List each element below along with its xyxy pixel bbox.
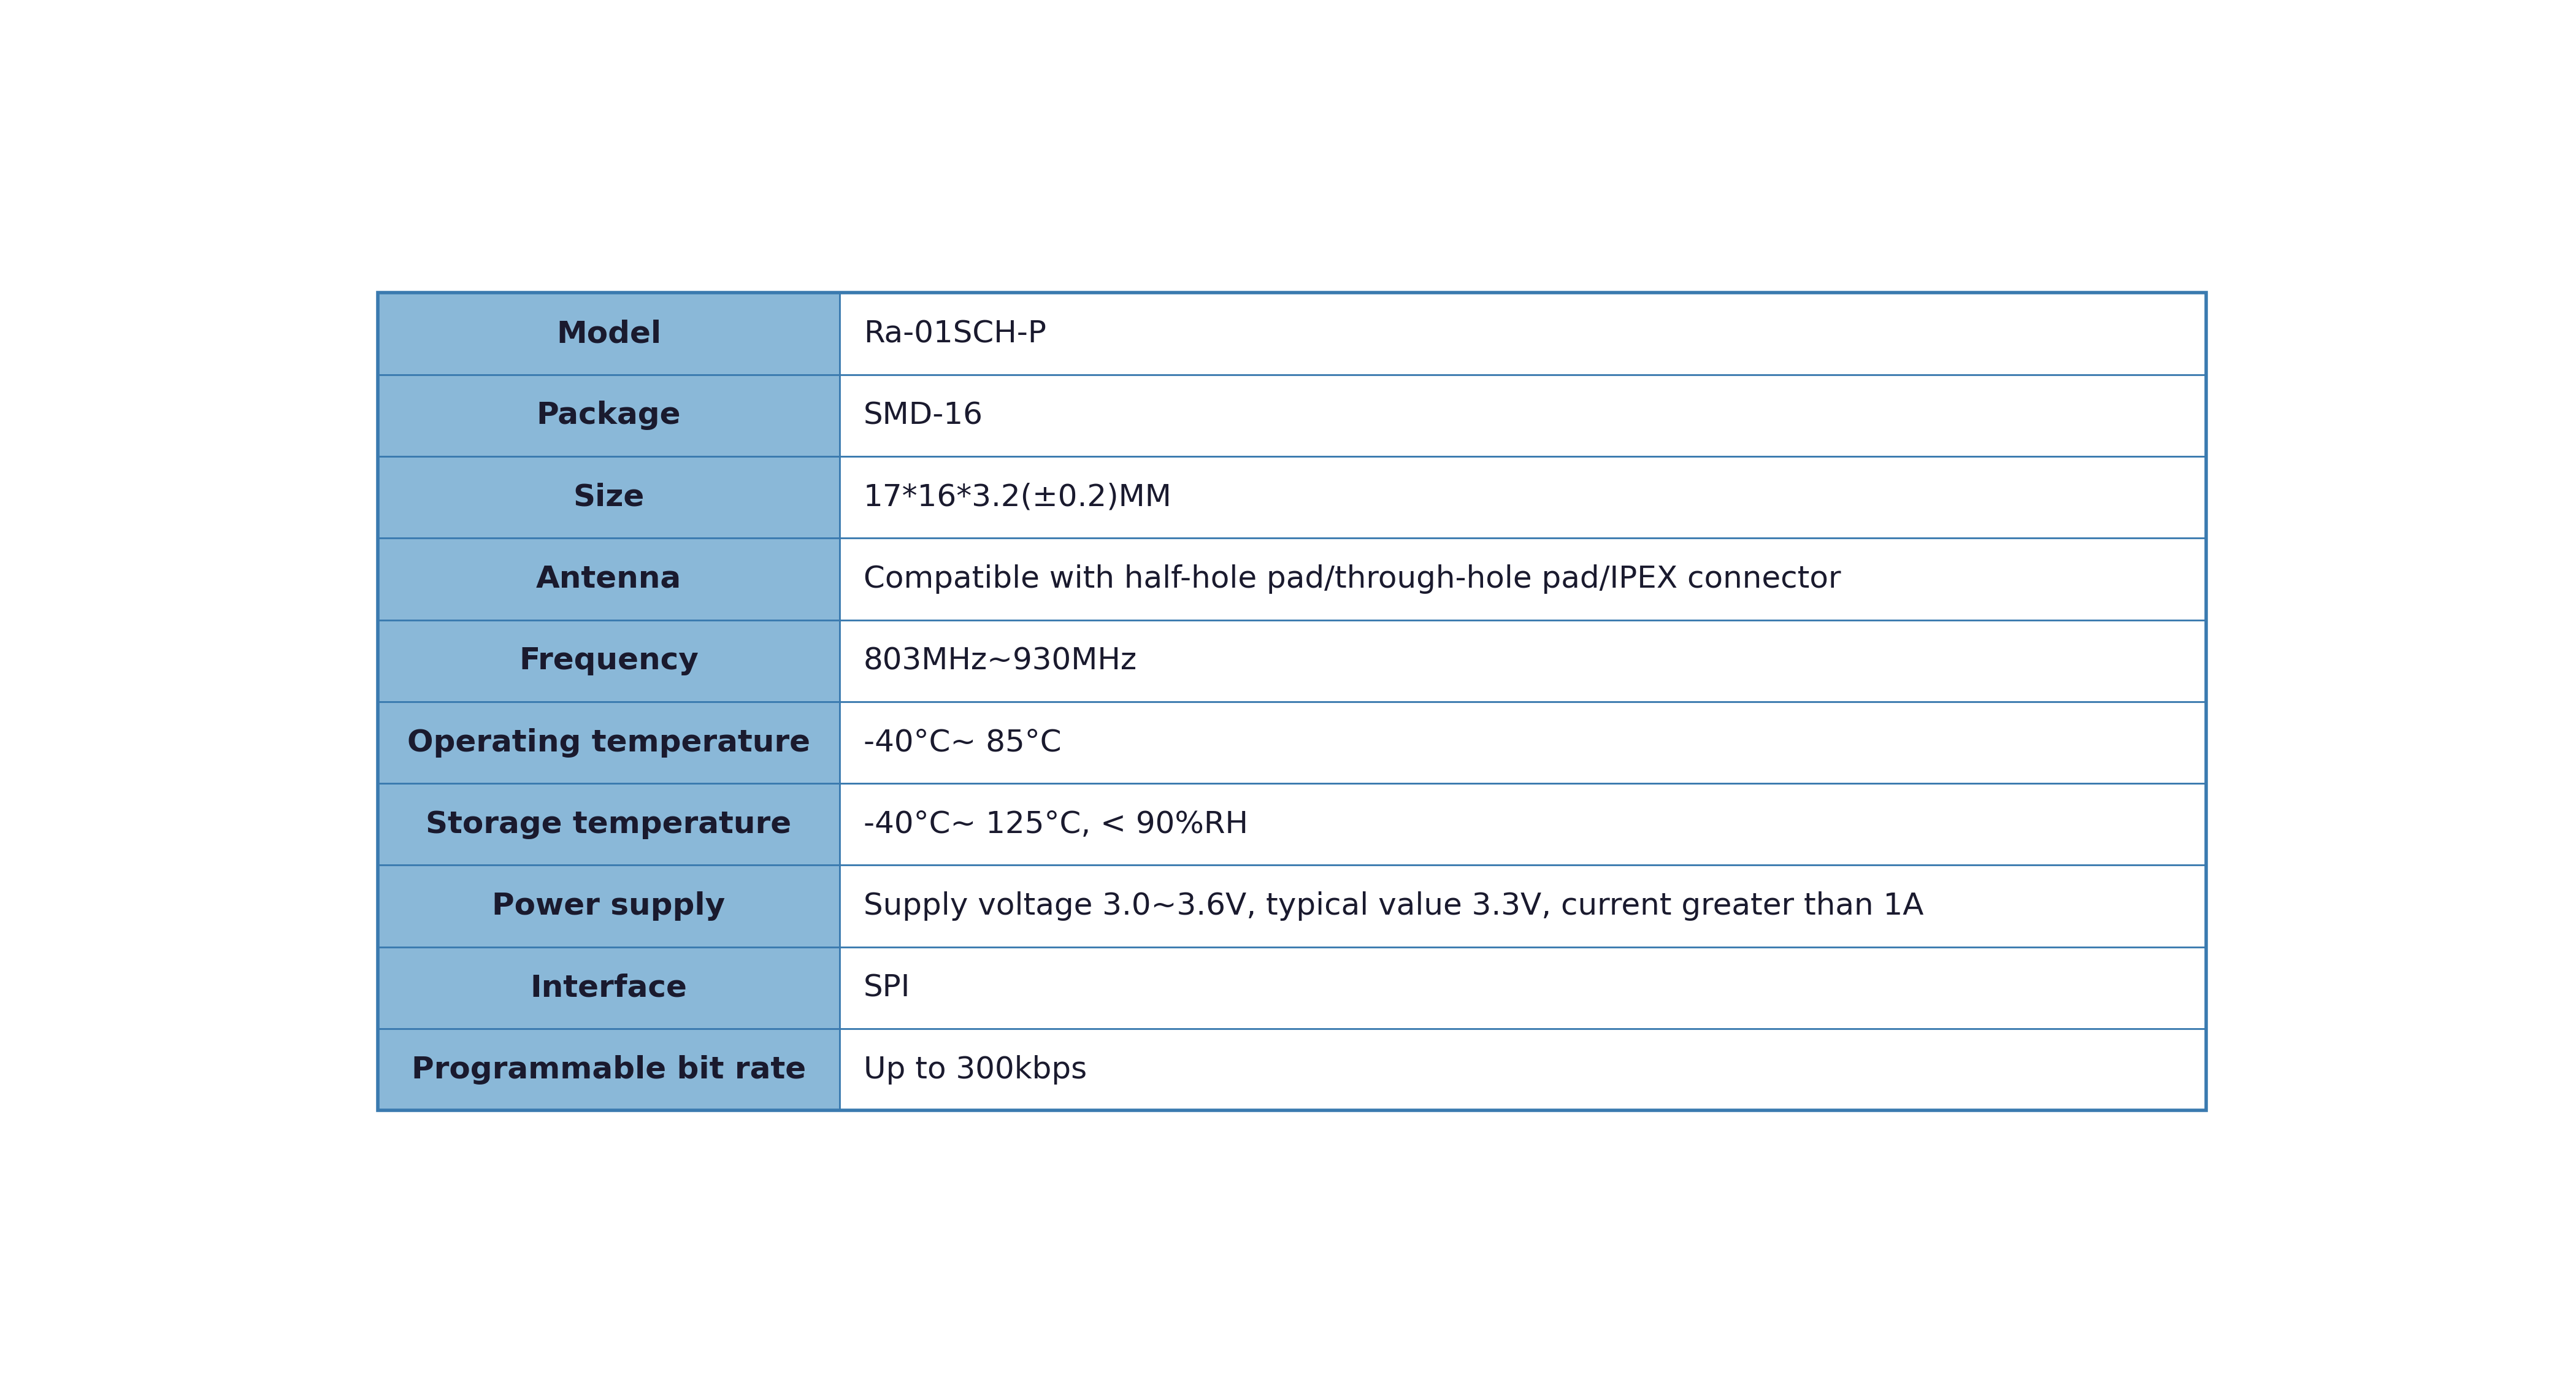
Bar [840,1029,2205,1110]
Text: -40°C~ 125°C, < 90%RH: -40°C~ 125°C, < 90%RH [863,809,1249,838]
Text: Package: Package [536,401,680,430]
Bar [840,865,2205,947]
Text: Interface: Interface [531,974,688,1003]
Bar [840,375,2205,456]
Bar [840,456,2205,538]
Bar [379,783,840,865]
Bar [379,1029,840,1110]
Bar [379,702,840,783]
Text: Storage temperature: Storage temperature [425,809,791,838]
Text: Programmable bit rate: Programmable bit rate [412,1055,806,1084]
Text: Antenna: Antenna [536,564,683,594]
Text: 17*16*3.2(±0.2)MM: 17*16*3.2(±0.2)MM [863,483,1172,512]
Text: Power supply: Power supply [492,891,726,921]
Text: Operating temperature: Operating temperature [407,728,811,757]
Bar [379,292,840,375]
Bar [379,375,840,456]
Bar [379,621,840,702]
Bar [379,292,2205,1110]
Bar [840,292,2205,375]
Bar [840,702,2205,783]
Bar [379,865,840,947]
Bar [379,947,840,1029]
Text: SPI: SPI [863,974,909,1003]
Text: -40°C~ 85°C: -40°C~ 85°C [863,728,1061,757]
Bar [840,783,2205,865]
Text: Frequency: Frequency [518,647,698,676]
Text: Up to 300kbps: Up to 300kbps [863,1055,1087,1084]
Bar [840,538,2205,621]
Bar [379,538,840,621]
Text: 803MHz~930MHz: 803MHz~930MHz [863,647,1136,676]
Bar [840,947,2205,1029]
Text: Supply voltage 3.0~3.6V, typical value 3.3V, current greater than 1A: Supply voltage 3.0~3.6V, typical value 3… [863,891,1924,921]
Text: SMD-16: SMD-16 [863,401,984,430]
Text: Ra-01SCH-P: Ra-01SCH-P [863,319,1046,349]
Text: Model: Model [556,319,662,349]
Text: Size: Size [572,483,644,512]
Bar [379,456,840,538]
Bar [840,621,2205,702]
Text: Compatible with half-hole pad/through-hole pad/IPEX connector: Compatible with half-hole pad/through-ho… [863,564,1842,594]
